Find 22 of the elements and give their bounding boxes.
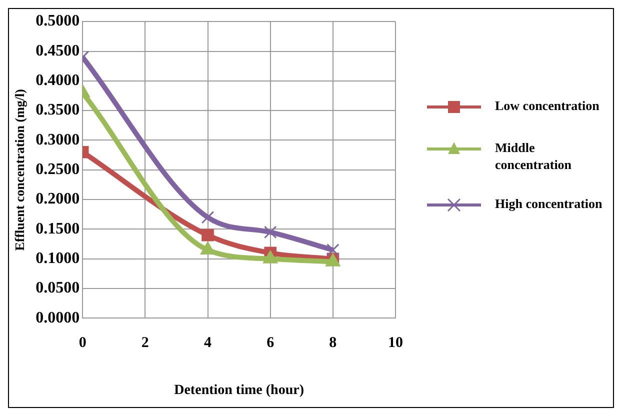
y-tick-label: 0.1000: [36, 250, 80, 268]
y-tick-label: 0.2500: [36, 161, 80, 178]
x-tick-label: 2: [141, 335, 149, 352]
y-tick-label: 0.0500: [36, 280, 80, 297]
y-tick-label: 0.2000: [36, 190, 80, 208]
y-tick-label: 0.4000: [36, 72, 80, 90]
x-tick-label: 8: [329, 335, 337, 352]
x-axis-title: Detention time (hour): [174, 383, 304, 398]
x-tick-label: 6: [266, 335, 275, 352]
y-axis-title: Effluent concentration (mg/l): [12, 89, 28, 251]
y-tick-label: 0.0000: [36, 309, 80, 326]
legend-label: High concentration: [495, 195, 604, 212]
y-tick-label: 0.5000: [36, 12, 80, 30]
y-tick-label: 0.4500: [36, 42, 80, 60]
y-tick-label: 0.3000: [36, 131, 80, 148]
x-tick-label: 4: [204, 335, 212, 352]
y-tick-label: 0.3500: [36, 102, 80, 119]
y-tick-label: 0.1500: [36, 220, 80, 238]
x-tick-label: 0: [78, 335, 86, 352]
legend-label: Low concentration: [495, 97, 600, 114]
x-tick-label: 10: [388, 335, 403, 352]
legend-label: Middle concentration: [495, 139, 573, 173]
